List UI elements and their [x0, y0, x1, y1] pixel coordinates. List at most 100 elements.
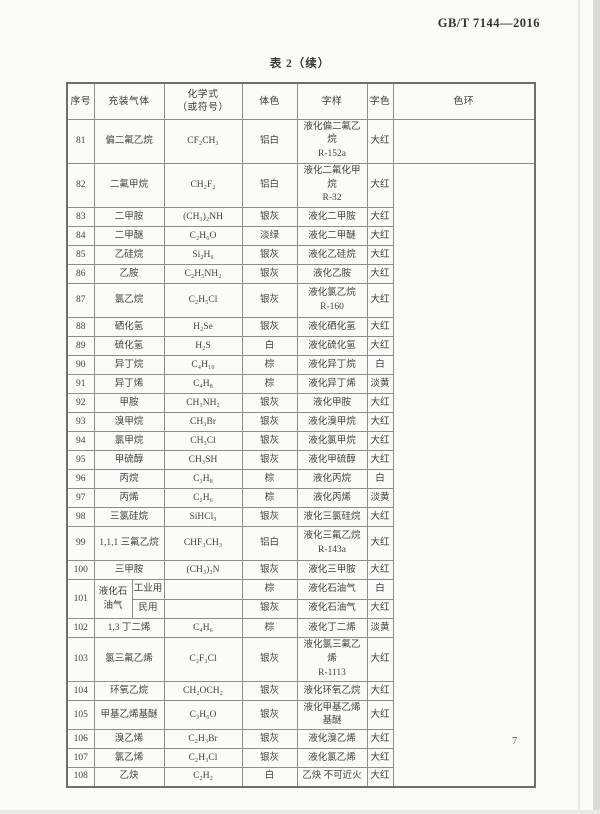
row-body-color: 棕: [241, 618, 298, 639]
row-no: 92: [66, 393, 95, 414]
row-label-line2: R-1113: [318, 667, 346, 678]
row-gas: 三甲胺: [93, 560, 165, 581]
row-gas: 氯甲烷: [93, 431, 165, 452]
row-label: 液化甲基乙烯基醚: [296, 700, 368, 731]
row-label: 液化异丁烯: [296, 374, 368, 395]
row-no: 106: [66, 729, 95, 750]
row-label-color: 大红: [366, 748, 394, 769]
table-row: 93 溴甲烷 CH₃Br 银灰 液化溴甲烷 大红: [66, 412, 535, 433]
row-gas: 二氟甲烷: [93, 162, 165, 209]
row-formula: C₄H₈: [163, 374, 243, 395]
row-formula: CH₃SH: [163, 450, 243, 471]
row-gas: 甲基乙烯基醚: [93, 700, 165, 731]
row-no: 89: [66, 336, 95, 357]
row-label-line1: 液化三氟乙烷: [303, 530, 361, 541]
table-row: 108 乙炔 C₂H₂ 白 乙炔 不可近火 大红: [66, 767, 535, 788]
row-label: 液化乙硅烷: [296, 245, 368, 266]
row-body-color: 棕: [241, 488, 298, 509]
table-row: 96 丙烷 C₃H₈ 棕 液化丙烷 白: [66, 469, 535, 490]
table-row: 81 偏二氟乙烷 CF₂CH₃ 铝白 液化偏二氟乙烷 R-152a 大红: [66, 118, 536, 164]
row-label-color: 大红: [366, 431, 394, 452]
row-body-color: 棕: [241, 469, 298, 490]
row-label-line1: 液化二氟化甲烷: [303, 165, 361, 190]
row-label: 液化二甲胺: [296, 207, 368, 228]
row-no: 104: [66, 681, 95, 702]
row-no: 101: [66, 579, 95, 620]
table-row: 91 异丁烯 C₄H₈ 棕 液化异丁烯 淡黄: [66, 374, 535, 395]
row-label: 液化甲胺: [296, 393, 368, 414]
row-no: 84: [66, 226, 95, 247]
table-row: 100 三甲胺 (CH₃)₃N 银灰 液化三甲胺 大红: [66, 560, 535, 581]
row-label: 液化石油气: [296, 598, 368, 620]
gas-cylinder-color-table: 序号 充装气体 化学式 （或符号） 体色 字样 字色 色环 81 偏二氟乙烷 C…: [66, 82, 536, 788]
row-formula: C₂H₃Cl: [163, 748, 243, 769]
page-number: 7: [512, 736, 518, 747]
row-gas: 甲硫醇: [93, 450, 165, 471]
row-formula: C₃H₆O: [163, 700, 243, 731]
header-label-color: 字色: [366, 82, 394, 120]
row-label-color: 大红: [366, 118, 394, 164]
table-row: 97 丙烯 C₃H₆ 棕 液化丙烯 淡黄: [66, 488, 535, 509]
row-label-color: 大红: [366, 729, 394, 750]
row-gas: 1,1,1 三氟乙烷: [93, 526, 165, 562]
row-gas: 硒化氢: [93, 317, 165, 338]
row-no: 94: [66, 431, 95, 452]
table-row: 98 三氯硅烷 SiHCl₃ 银灰 液化三氯硅烷 大红: [66, 507, 535, 528]
row-no: 83: [66, 207, 95, 228]
scan-page-edge-line: [578, 0, 580, 814]
lpg-use-types: 工业用 民用: [132, 581, 163, 618]
row-body-color: 银灰: [241, 450, 298, 471]
row-no: 88: [66, 317, 95, 338]
row-label: 液化丙烷: [296, 469, 368, 490]
row-no: 98: [66, 507, 95, 528]
row-label: 液化氯乙烷 R-160: [296, 283, 368, 319]
header-formula-line2: （或符号）: [177, 102, 229, 114]
row-gas: 乙硅烷: [93, 245, 165, 266]
row-label-color: 大红: [366, 393, 394, 414]
row-label-color: 淡黄: [366, 618, 394, 639]
row-label-color: 淡黄: [366, 374, 394, 395]
row-gas: 1,3 丁二烯: [93, 618, 165, 639]
row-formula: C₄H₆: [163, 618, 243, 639]
row-gas: 溴乙烯: [93, 729, 165, 750]
row-no: 91: [66, 374, 95, 395]
row-gas: 丙烷: [93, 469, 165, 490]
row-label-color: 大红: [366, 507, 394, 528]
row-body-color: 银灰: [241, 317, 298, 338]
row-label-color: 大红: [366, 336, 394, 357]
row-label: 液化三氯硅烷: [296, 507, 368, 528]
row-label-color: 大红: [366, 245, 394, 266]
color-ring-cell: [392, 118, 536, 164]
row-label-color: 大红: [366, 450, 394, 471]
row-body-color: 铝白: [241, 162, 298, 209]
row-gas: 二甲醚: [93, 226, 165, 247]
row-body-color: 银灰: [241, 245, 298, 266]
row-label: 液化氯三氟乙烯 R-1113: [296, 637, 368, 683]
row-gas: 异丁烷: [93, 355, 165, 376]
row-label: 液化丁二烯: [296, 618, 368, 639]
row-label-color: 大红: [366, 207, 394, 228]
row-body-color: 棕: [241, 355, 298, 376]
row-no: 85: [66, 245, 95, 266]
row-label-color: 大红: [366, 162, 394, 209]
row-no: 95: [66, 450, 95, 471]
row-formula: SiHCl₃: [163, 507, 243, 528]
row-formula: Si₂H₆: [163, 245, 243, 266]
row-label: 液化偏二氟乙烷 R-152a: [296, 118, 368, 164]
row-body-color: 银灰: [241, 560, 298, 581]
row-body-color: 棕: [241, 579, 298, 600]
row-label-color: 大红: [366, 598, 394, 620]
row-label-color: 白: [366, 579, 394, 600]
row-body-color: 银灰: [241, 207, 298, 228]
row-formula: H₂S: [163, 336, 243, 357]
row-body-color: 银灰: [241, 681, 298, 702]
scan-page-edge-right: [593, 0, 600, 814]
row-label: 液化三甲胺: [296, 560, 368, 581]
row-formula: C₂H₅Cl: [163, 283, 243, 319]
header-no: 序号: [66, 82, 95, 120]
row-body-color: 银灰: [241, 412, 298, 433]
table-row: 84 二甲醚 C₂H₆O 淡绿 液化二甲醚 大红: [66, 226, 535, 247]
row-label-line1: 液化氯乙烷: [308, 287, 356, 298]
row-body-color: 银灰: [241, 729, 298, 750]
lpg-use-civil: 民用: [138, 603, 158, 614]
